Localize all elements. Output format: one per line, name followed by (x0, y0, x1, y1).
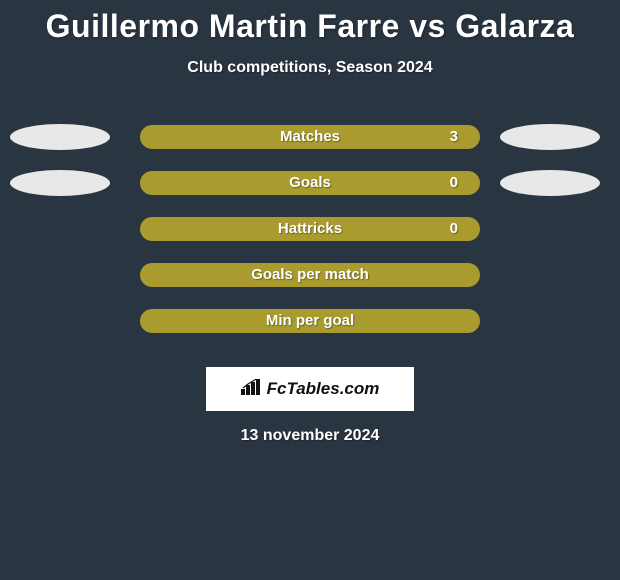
logo: FcTables.com (241, 379, 380, 400)
stat-bar: Goals per match (140, 263, 480, 287)
stat-label: Goals (140, 174, 480, 191)
subtitle: Club competitions, Season 2024 (0, 59, 620, 77)
stat-bar: Goals0 (140, 171, 480, 195)
right-ellipse (500, 170, 600, 196)
stats-rows: Matches3Goals0Hattricks0Goals per matchM… (0, 125, 620, 355)
left-ellipse (10, 170, 110, 196)
stat-value: 3 (450, 128, 458, 145)
stat-row: Goals per match (0, 263, 620, 309)
bar-chart-icon (241, 379, 263, 400)
stat-bar: Hattricks0 (140, 217, 480, 241)
left-ellipse (10, 124, 110, 150)
stat-row: Hattricks0 (0, 217, 620, 263)
stat-row: Matches3 (0, 125, 620, 171)
stat-bar: Min per goal (140, 309, 480, 333)
right-ellipse (500, 124, 600, 150)
stat-value: 0 (450, 220, 458, 237)
logo-text: FcTables.com (267, 379, 380, 399)
page-title: Guillermo Martin Farre vs Galarza (0, 0, 620, 45)
stat-bar: Matches3 (140, 125, 480, 149)
date-text: 13 november 2024 (0, 427, 620, 445)
logo-box: FcTables.com (206, 367, 414, 411)
stat-label: Min per goal (140, 312, 480, 329)
stat-label: Hattricks (140, 220, 480, 237)
stat-value: 0 (450, 174, 458, 191)
stat-row: Goals0 (0, 171, 620, 217)
stat-label: Goals per match (140, 266, 480, 283)
stat-label: Matches (140, 128, 480, 145)
stat-row: Min per goal (0, 309, 620, 355)
